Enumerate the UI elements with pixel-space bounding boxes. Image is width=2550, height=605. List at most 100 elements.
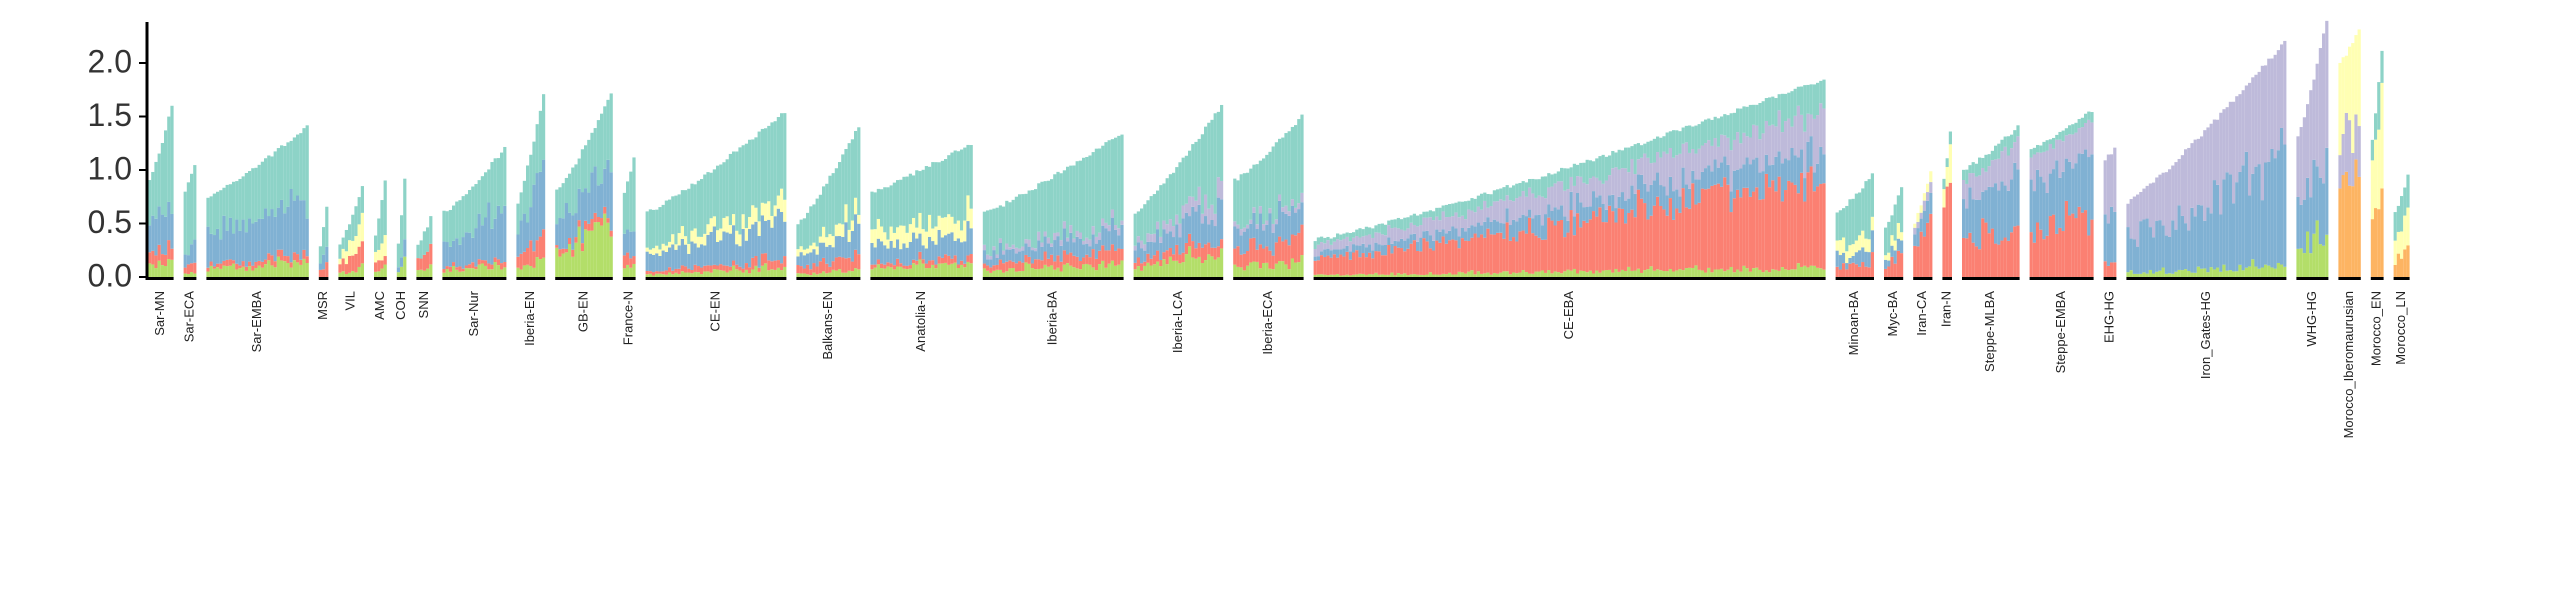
bar-segment-teal xyxy=(757,131,761,222)
bar-segment-red xyxy=(260,261,264,268)
bar-segment-teal xyxy=(1566,168,1570,190)
bar-segment-teal xyxy=(1432,211,1436,221)
bar-segment-blue xyxy=(289,189,293,263)
bar-segment-green xyxy=(912,263,916,277)
bar-segment-blue xyxy=(899,249,903,264)
bar-segment-teal xyxy=(1149,196,1153,235)
bar-segment-teal xyxy=(1662,136,1666,152)
bar-segment-green xyxy=(722,270,726,277)
bar-segment-red xyxy=(754,255,758,266)
bar-segment-green xyxy=(532,267,536,277)
bar-segment-blue xyxy=(532,184,536,252)
bar-segment-blue xyxy=(1528,209,1532,218)
bar-segment-yellow xyxy=(873,229,877,248)
bar-segment-teal xyxy=(1842,208,1846,238)
bar-segment-teal xyxy=(969,145,973,209)
bar-segment-lavender xyxy=(1707,140,1711,166)
bar-segment-blue xyxy=(1601,203,1605,223)
bar-segment-blue xyxy=(1072,242,1076,256)
bar-segment-teal xyxy=(703,174,707,234)
bar-segment-blue xyxy=(738,246,742,267)
bar-segment-red xyxy=(1515,241,1519,274)
bar-segment-red xyxy=(1713,184,1717,270)
bar-segment-yellow xyxy=(351,240,355,256)
bar-segment-yellow xyxy=(966,195,970,222)
bar-segment-blue xyxy=(580,192,584,244)
bar-segment-yellow xyxy=(360,212,364,242)
bar-segment-blue xyxy=(1560,205,1564,220)
bar-segment-blue xyxy=(1569,191,1573,211)
bar-segment-green xyxy=(458,271,462,277)
bar-segment-teal xyxy=(1965,169,1969,184)
bar-segment-teal xyxy=(1104,142,1108,223)
bar-segment-blue xyxy=(1024,243,1028,255)
bar-segment-lavender xyxy=(2000,151,2004,182)
bar-segment-lavender xyxy=(1432,220,1436,241)
bar-segment-teal xyxy=(360,186,364,213)
group-label: CE-EBA xyxy=(1561,291,1576,340)
bar-segment-teal xyxy=(1614,152,1618,168)
bar-segment-red xyxy=(445,266,449,270)
bar-segment-lavender xyxy=(1172,226,1176,238)
bar-segment-red xyxy=(1492,234,1496,274)
bar-segment-lavender xyxy=(1320,242,1324,252)
bar-segment-red xyxy=(2071,213,2075,277)
bar-segment-teal xyxy=(1684,125,1688,143)
bar-segment-green xyxy=(2132,273,2136,277)
bar-segment-red xyxy=(1739,197,1743,272)
bar-segment-blue xyxy=(157,206,161,245)
bar-segment-red xyxy=(2016,225,2020,277)
bar-segment-lavender xyxy=(1796,105,1800,158)
bar-segment-teal xyxy=(1216,111,1220,178)
bar-segment-red xyxy=(1774,191,1778,270)
bar-segment-blue xyxy=(1492,219,1496,235)
bar-segment-lavender xyxy=(1974,176,1978,200)
bar-segment-teal xyxy=(1313,241,1317,250)
bar-segment-blue xyxy=(606,159,610,219)
bar-segment-lavender xyxy=(2142,188,2146,220)
bar-segment-red xyxy=(1688,208,1692,268)
bar-segment-red xyxy=(799,266,803,274)
bar-segment-red xyxy=(921,259,925,264)
bar-segment-red xyxy=(1502,238,1506,272)
bar-segment-lavender xyxy=(995,254,999,258)
bar-segment-blue xyxy=(1175,224,1179,245)
bar-segment-red xyxy=(1396,247,1400,274)
bar-segment-green xyxy=(1681,270,1685,277)
bar-segment-red xyxy=(1355,250,1359,275)
bar-segment-green xyxy=(426,268,430,277)
bar-segment-teal xyxy=(257,164,261,219)
bar-segment-blue xyxy=(257,218,261,261)
bar-segment-teal xyxy=(254,167,258,222)
bar-segment-teal xyxy=(338,244,342,259)
bar-segment-red xyxy=(1165,250,1169,265)
bar-segment-green xyxy=(815,274,819,277)
bar-segment-blue xyxy=(960,242,964,261)
bar-segment-red xyxy=(1965,238,1969,277)
bar-segment-teal xyxy=(248,171,252,219)
bar-segment-red xyxy=(629,258,633,268)
bar-segment-blue xyxy=(687,253,691,269)
bar-segment-green xyxy=(825,273,829,277)
bar-segment-green xyxy=(802,273,806,277)
bar-segment-teal xyxy=(1576,164,1580,177)
bar-segment-red xyxy=(2052,214,2056,277)
bar-segment-blue xyxy=(2244,151,2248,268)
bar-segment-orange xyxy=(2354,159,2358,277)
bar-segment-green xyxy=(1024,262,1028,277)
bar-segment-yellow xyxy=(831,236,835,248)
bar-segment-blue xyxy=(822,242,826,258)
bar-segment-yellow xyxy=(770,215,774,228)
bar-segment-teal xyxy=(1694,125,1698,154)
bar-segment-blue xyxy=(1136,242,1140,258)
bar-segment-lavender xyxy=(1444,217,1448,234)
bar-segment-blue xyxy=(1987,186,1991,234)
bar-segment-red xyxy=(809,269,813,276)
bar-segment-teal xyxy=(580,149,584,193)
bar-segment-lavender xyxy=(2077,128,2081,154)
bar-segment-teal xyxy=(847,143,851,230)
bar-segment-teal xyxy=(455,201,459,239)
bar-segment-teal xyxy=(596,120,600,186)
bar-segment-red xyxy=(1524,233,1528,273)
bar-segment-red xyxy=(966,255,970,262)
